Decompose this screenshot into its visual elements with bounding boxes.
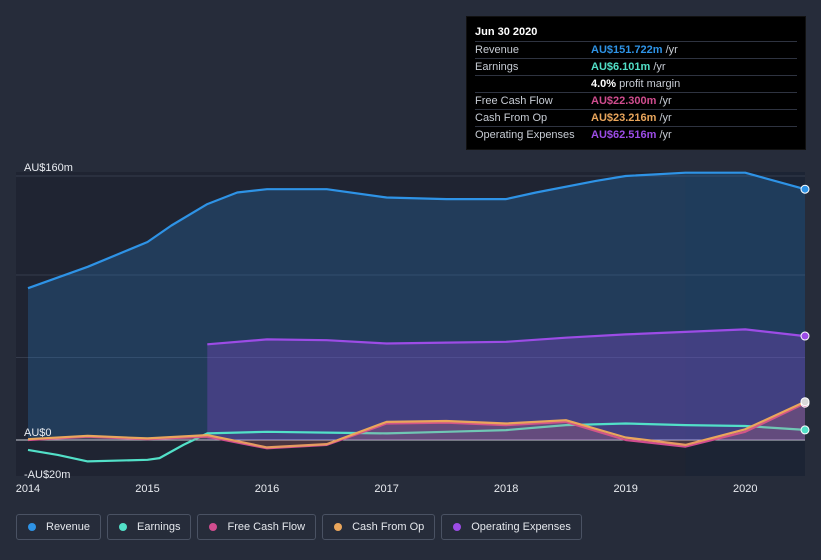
tooltip-row-unit: profit margin	[619, 78, 681, 90]
tooltip-row-unit: /yr	[659, 129, 672, 141]
y-tick-label: -AU$20m	[24, 469, 70, 481]
legend-dot-icon	[119, 523, 128, 531]
earnings-end-point	[800, 425, 810, 435]
tooltip-row-label	[475, 76, 591, 92]
legend-item-operating-expenses[interactable]: Operating Expenses	[441, 514, 582, 540]
cash-from-op-end-point	[800, 397, 810, 407]
x-tick-label: 2015	[135, 483, 159, 495]
cash-from-op-area	[28, 401, 805, 448]
x-tick-label: 2018	[494, 483, 518, 495]
earnings-line	[27, 422, 806, 463]
revenue-line	[27, 171, 806, 290]
x-tick-label: 2014	[16, 483, 40, 495]
legend-item-cash-from-op[interactable]: Cash From Op	[322, 514, 436, 540]
chart-legend: Revenue Earnings Free Cash Flow Cash From O…	[16, 514, 582, 540]
tooltip-row-unit: /yr	[665, 44, 678, 56]
tooltip-row-value: AU$6.101m	[591, 61, 651, 73]
legend-label: Operating Expenses	[471, 521, 571, 533]
tooltip-row: 4.0% profit margin	[475, 76, 797, 93]
legend-dot-icon	[28, 523, 36, 531]
tooltip-row: Revenue AU$151.722m/yr	[475, 42, 797, 59]
y-tick-label: AU$0	[24, 427, 52, 439]
legend-item-earnings[interactable]: Earnings	[107, 514, 192, 540]
operating-expenses-area	[207, 329, 806, 440]
legend-item-revenue[interactable]: Revenue	[16, 514, 102, 540]
legend-label: Earnings	[137, 521, 181, 533]
y-tick-label: AU$160m	[24, 162, 73, 174]
tooltip-row-unit: /yr	[659, 112, 672, 124]
legend-dot-icon	[209, 523, 218, 531]
tooltip-row-label: Cash From Op	[475, 112, 548, 124]
legend-item-free-cash-flow[interactable]: Free Cash Flow	[197, 514, 317, 540]
tooltip-row-value: 4.0%	[591, 78, 617, 90]
revenue-area	[28, 172, 805, 440]
legend-dot-icon	[334, 523, 343, 531]
tooltip-row-value: AU$62.516m	[591, 129, 657, 141]
legend-label: Free Cash Flow	[227, 521, 306, 533]
financial-chart: AU$160m AU$0 -AU$20m 2014 2015 2016 2017 2018 20…	[16, 162, 810, 495]
tooltip-row-value: AU$23.216m	[591, 112, 657, 124]
tooltip-date: Jun 30 2020	[475, 23, 797, 42]
x-tick-label: 2017	[374, 483, 398, 495]
tooltip-row: Cash From Op AU$23.216m/yr	[475, 110, 797, 127]
legend-dot-icon	[453, 523, 462, 531]
x-tick-label: 2020	[733, 483, 757, 495]
tooltip-row-label: Earnings	[475, 61, 519, 73]
free-cash-flow-area	[28, 403, 805, 449]
tooltip-row-label: Free Cash Flow	[475, 95, 553, 107]
tooltip-row-label: Revenue	[475, 44, 520, 56]
tooltip-row-value: AU$151.722m	[591, 44, 663, 56]
tooltip-row-value: AU$22.300m	[591, 95, 657, 107]
cash-from-op-line	[27, 400, 806, 449]
tooltip-row-label: Operating Expenses	[475, 129, 575, 141]
tooltip-row: Operating Expenses AU$62.516m/yr	[475, 127, 797, 143]
legend-label: Cash From Op	[352, 521, 425, 533]
revenue-end-point	[800, 184, 810, 194]
tooltip-row-unit: /yr	[659, 95, 672, 107]
data-tooltip: Jun 30 2020 Revenue AU$151.722m/yr Earning…	[466, 16, 806, 150]
operating-expenses-line	[207, 328, 806, 346]
operating-expenses-end-point	[800, 331, 810, 341]
x-tick-label: 2019	[613, 483, 637, 495]
tooltip-row-unit: /yr	[653, 61, 666, 73]
tooltip-row: Free Cash Flow AU$22.300m/yr	[475, 93, 797, 110]
legend-label: Revenue	[46, 521, 91, 533]
tooltip-row: Earnings AU$6.101m/yr	[475, 59, 797, 76]
x-tick-label: 2016	[255, 483, 279, 495]
